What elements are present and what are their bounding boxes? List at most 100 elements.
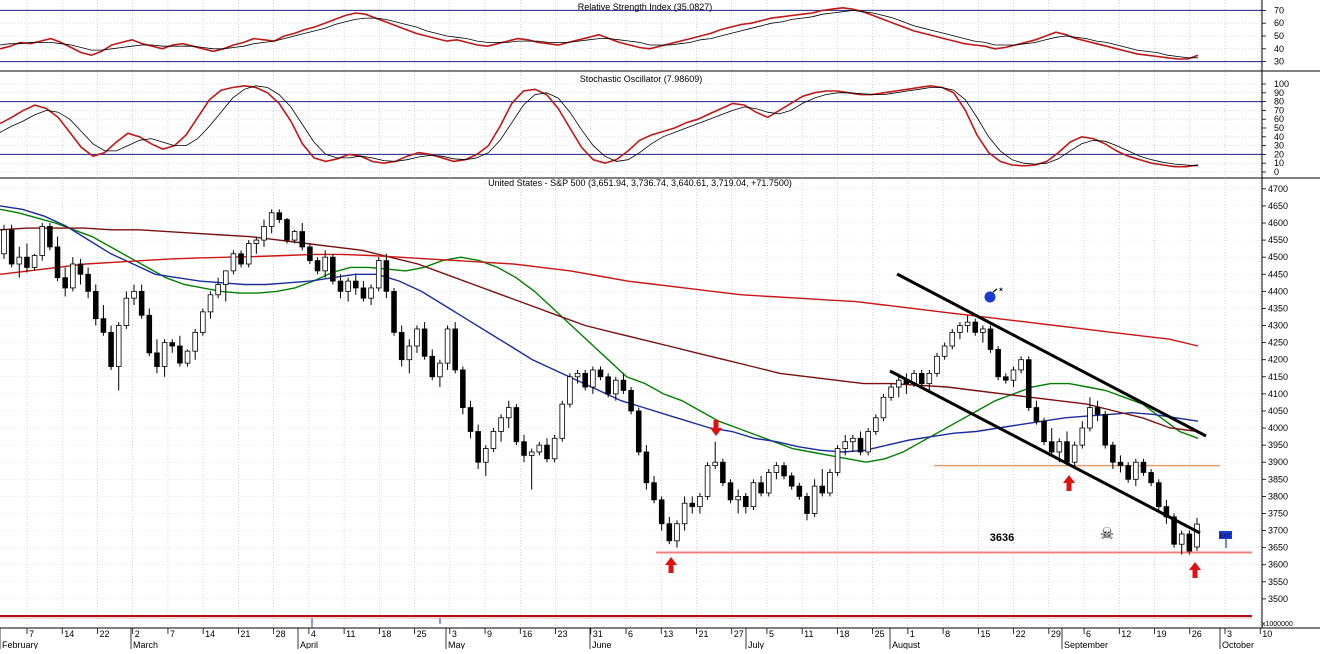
candle-body	[720, 461, 726, 484]
candle	[1102, 410, 1109, 449]
candle-body	[1, 229, 7, 255]
candle	[819, 469, 826, 497]
candle	[192, 328, 198, 360]
bomb-icon: ✶	[984, 286, 1004, 303]
price-tick-label: 4450	[1268, 269, 1288, 279]
rsi-tick-label: 70	[1274, 5, 1284, 15]
candle	[827, 469, 833, 497]
candle	[513, 404, 520, 446]
candle-body	[590, 369, 596, 388]
candle-body	[314, 260, 321, 272]
candle	[796, 482, 803, 500]
candle-body	[421, 328, 428, 357]
candle	[926, 369, 933, 391]
candle-body	[1056, 441, 1063, 453]
candle-body	[895, 379, 902, 388]
candle-body	[995, 349, 1001, 378]
x-tick-label: 3	[1227, 629, 1232, 639]
price-title: United States - S&P 500 (3,651.94, 3,736…	[488, 178, 792, 188]
price-tick-label: 3900	[1268, 457, 1288, 467]
candle-body	[345, 280, 351, 292]
candle	[337, 274, 344, 299]
candle	[146, 308, 153, 357]
x-tick-label: 25	[875, 629, 885, 639]
candle-body	[337, 280, 344, 292]
candle	[567, 373, 573, 408]
candle	[24, 243, 30, 273]
candle	[1178, 530, 1185, 555]
candle-body	[972, 321, 978, 333]
price-tick-label: 3800	[1268, 491, 1288, 501]
candle-body	[773, 465, 780, 473]
candle-body	[131, 290, 137, 299]
candle	[781, 462, 787, 480]
candle	[1117, 455, 1124, 473]
x-tick-label: 18	[839, 629, 849, 639]
candle-body	[658, 499, 665, 525]
candle-body	[47, 226, 53, 248]
price-tick-label: 3700	[1268, 526, 1288, 536]
candle-body	[857, 437, 864, 453]
price-tick-label: 3650	[1268, 543, 1288, 553]
candle-body	[1186, 533, 1193, 552]
candle-body	[888, 386, 894, 398]
candle	[720, 458, 726, 487]
candle-body	[796, 485, 803, 497]
candle-body	[299, 231, 306, 248]
rsi-tick-label: 60	[1274, 18, 1284, 28]
candle-body	[146, 314, 153, 354]
candle	[184, 349, 191, 367]
candle-body	[1018, 359, 1024, 371]
candle-body	[452, 328, 458, 371]
candle	[574, 369, 581, 384]
candle-body	[941, 345, 948, 357]
candle-body	[513, 407, 520, 443]
candle-body	[804, 495, 810, 514]
candle	[765, 469, 772, 497]
candle-body	[108, 331, 114, 367]
candle-body	[268, 212, 275, 227]
candle-body	[154, 352, 160, 367]
price-tick-label: 4300	[1268, 321, 1288, 331]
candle	[704, 462, 711, 500]
candle-body	[1003, 376, 1009, 381]
candle	[505, 400, 512, 429]
candle-body	[1148, 472, 1154, 484]
candle-body	[1025, 359, 1032, 408]
candle-body	[307, 246, 313, 261]
candle	[177, 335, 183, 367]
candle-body	[223, 270, 229, 285]
candle-body	[1194, 523, 1200, 548]
candle-body	[880, 396, 887, 419]
candle	[253, 236, 260, 254]
candle-body	[727, 482, 734, 501]
candle-body	[207, 294, 214, 313]
candle-body	[1041, 420, 1047, 443]
x-tick-label: 8	[945, 629, 950, 639]
candle-body	[788, 475, 795, 487]
candle	[1041, 417, 1047, 446]
candle-body	[1133, 461, 1139, 480]
x-tick-label: 26	[1192, 629, 1202, 639]
x-tick-label: 6	[628, 629, 633, 639]
x-tick-label: 31	[593, 629, 603, 639]
price-tick-label: 4700	[1268, 184, 1288, 194]
stochastic-tick-label: 80	[1274, 97, 1284, 107]
candle-body	[1125, 465, 1131, 480]
candle	[681, 496, 688, 531]
candle-body	[827, 472, 833, 494]
candle-body	[1094, 407, 1101, 415]
x-tick-label: 21	[240, 629, 250, 639]
price-tick-label: 4050	[1268, 406, 1288, 416]
x-tick-label: 23	[558, 629, 568, 639]
candle	[77, 258, 84, 285]
candle-body	[498, 417, 504, 432]
stochastic-tick-label: 20	[1274, 149, 1284, 159]
candle-body	[934, 355, 940, 374]
candle-body	[406, 345, 413, 361]
candle	[54, 236, 61, 282]
price-tick-label: 4400	[1268, 286, 1288, 296]
moving-average-3	[0, 253, 1199, 347]
